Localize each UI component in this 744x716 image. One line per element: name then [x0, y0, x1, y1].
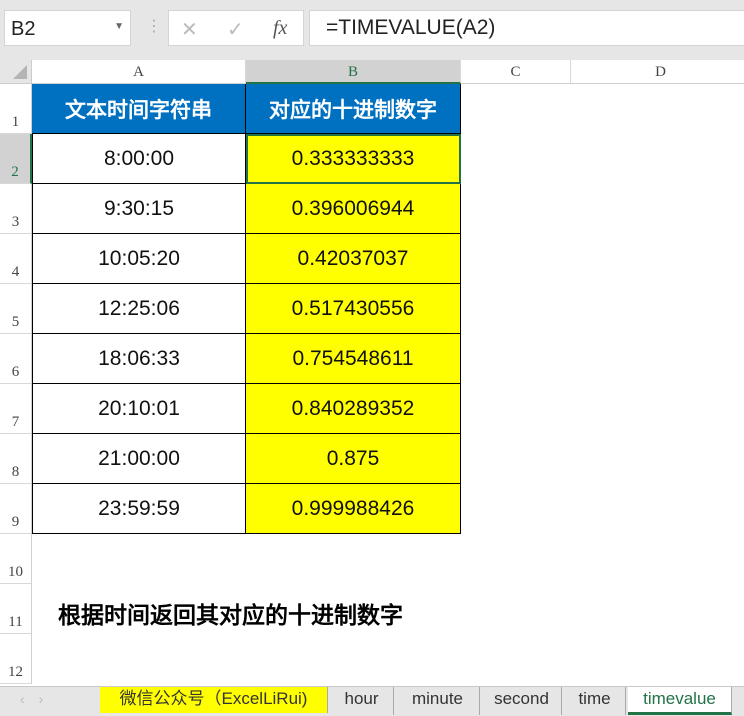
- row-number: 4: [11, 264, 20, 280]
- note-text: 根据时间返回其对应的十进制数字: [58, 602, 403, 628]
- time-text-cell[interactable]: 21:00:00: [32, 434, 246, 484]
- formula-bar: B2 ▼ ⋮ ✕ ✓ fx =TIMEVALUE(A2): [0, 0, 744, 60]
- column-header-A[interactable]: A: [32, 60, 246, 84]
- tab-scroll-arrows-icon[interactable]: ‹›: [20, 691, 58, 707]
- row-header-2[interactable]: 2: [0, 134, 32, 184]
- row-header-12[interactable]: 12: [0, 634, 32, 684]
- name-box[interactable]: B2 ▼: [4, 10, 131, 46]
- time-text-cell[interactable]: 9:30:15: [32, 184, 246, 234]
- row-header-11[interactable]: 11: [0, 584, 32, 634]
- row-number: 6: [11, 364, 20, 380]
- row-header-5[interactable]: 5: [0, 284, 32, 334]
- decimal-value-cell[interactable]: 0.517430556: [246, 284, 461, 334]
- drag-handle-icon[interactable]: ⋮: [146, 18, 162, 35]
- name-box-value: B2: [11, 18, 36, 40]
- sheet-tab-timevalue[interactable]: timevalue: [628, 687, 732, 715]
- decimal-value-cell[interactable]: 0.875: [246, 434, 461, 484]
- sheet-tabs: ‹› 微信公众号（ExcelLiRui) hour minute second time…: [0, 686, 744, 716]
- decimal-value-cell[interactable]: 0.754548611: [246, 334, 461, 384]
- row-header-4[interactable]: 4: [0, 234, 32, 284]
- sheet-tab-excellirui[interactable]: 微信公众号（ExcelLiRui): [100, 687, 328, 713]
- time-text-cell[interactable]: 10:05:20: [32, 234, 246, 284]
- decimal-value-cell[interactable]: 0.42037037: [246, 234, 461, 284]
- row-number: 7: [11, 414, 20, 430]
- decimal-value-cell[interactable]: 0.840289352: [246, 384, 461, 434]
- decimal-value-cell[interactable]: 0.333333333: [246, 134, 461, 184]
- time-text-cell[interactable]: 8:00:00: [32, 134, 246, 184]
- header-cell[interactable]: 对应的十进制数字: [246, 84, 461, 134]
- decimal-value-cell[interactable]: 0.999988426: [246, 484, 461, 534]
- decimal-value-cell[interactable]: 0.396006944: [246, 184, 461, 234]
- formula-buttons: ✕ ✓ fx: [168, 10, 304, 46]
- column-header-C[interactable]: C: [461, 60, 571, 84]
- time-text-cell[interactable]: 18:06:33: [32, 334, 246, 384]
- row-number: 11: [8, 614, 23, 630]
- cancel-icon[interactable]: ✕: [181, 19, 198, 41]
- formula-input[interactable]: =TIMEVALUE(A2): [309, 10, 744, 46]
- header-cell[interactable]: 文本时间字符串: [32, 84, 246, 134]
- select-all-button[interactable]: [0, 60, 32, 84]
- row-number: 2: [11, 164, 19, 180]
- row-number: 8: [11, 464, 20, 480]
- row-header-1[interactable]: 1: [0, 84, 32, 134]
- row-number: 1: [11, 114, 20, 130]
- sheet-tab-minute[interactable]: minute: [396, 687, 480, 715]
- column-header-D[interactable]: D: [571, 60, 744, 84]
- time-text-cell[interactable]: 20:10:01: [32, 384, 246, 434]
- row-number: 3: [11, 214, 20, 230]
- row-number: 10: [8, 564, 23, 580]
- row-header-3[interactable]: 3: [0, 184, 32, 234]
- row-header-6[interactable]: 6: [0, 334, 32, 384]
- confirm-icon[interactable]: ✓: [227, 19, 244, 41]
- row-header-7[interactable]: 7: [0, 384, 32, 434]
- row-header-9[interactable]: 9: [0, 484, 32, 534]
- sheet-tab-hour[interactable]: hour: [330, 687, 394, 715]
- row-number: 12: [8, 664, 23, 680]
- time-text-cell[interactable]: 23:59:59: [32, 484, 246, 534]
- time-text-cell[interactable]: 12:25:06: [32, 284, 246, 334]
- row-number: 9: [11, 514, 20, 530]
- row-number: 5: [11, 314, 20, 330]
- column-header-B[interactable]: B: [246, 60, 461, 84]
- row-header-8[interactable]: 8: [0, 434, 32, 484]
- chevron-down-icon[interactable]: ▼: [114, 21, 124, 32]
- sheet-tab-second[interactable]: second: [482, 687, 562, 715]
- row-header-10[interactable]: 10: [0, 534, 32, 584]
- function-icon[interactable]: fx: [273, 17, 288, 39]
- sheet-tab-time[interactable]: time: [564, 687, 626, 715]
